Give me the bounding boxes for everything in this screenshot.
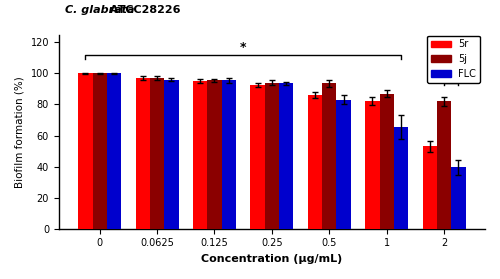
Bar bbox=[365, 101, 380, 229]
Bar bbox=[250, 85, 264, 229]
Text: ns: ns bbox=[438, 63, 450, 73]
Bar bbox=[78, 73, 92, 229]
Text: **: ** bbox=[446, 72, 456, 82]
Bar bbox=[208, 80, 222, 229]
Text: ATCC28226: ATCC28226 bbox=[106, 4, 180, 15]
Bar bbox=[336, 100, 351, 229]
Bar bbox=[150, 78, 164, 229]
Bar bbox=[92, 73, 107, 229]
Bar bbox=[264, 83, 279, 229]
Bar bbox=[136, 78, 150, 229]
Bar bbox=[380, 93, 394, 229]
Bar bbox=[279, 83, 293, 229]
Bar bbox=[193, 81, 208, 229]
Bar bbox=[452, 167, 466, 229]
Text: C. glabrata: C. glabrata bbox=[65, 4, 134, 15]
Bar bbox=[394, 127, 408, 229]
Legend: 5r, 5j, FLC: 5r, 5j, FLC bbox=[428, 35, 480, 83]
Bar bbox=[308, 95, 322, 229]
Bar bbox=[322, 83, 336, 229]
Text: *: * bbox=[240, 41, 246, 54]
Bar bbox=[422, 146, 437, 229]
Bar bbox=[164, 80, 178, 229]
Y-axis label: Biofilm formation (%): Biofilm formation (%) bbox=[15, 76, 25, 187]
X-axis label: Concentration (μg/mL): Concentration (μg/mL) bbox=[202, 254, 342, 264]
Bar bbox=[107, 73, 121, 229]
Bar bbox=[222, 80, 236, 229]
Bar bbox=[437, 101, 452, 229]
